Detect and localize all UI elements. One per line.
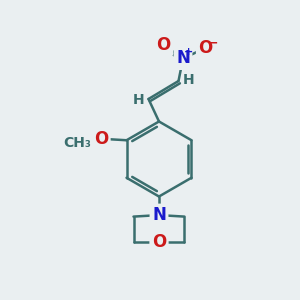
Text: O: O xyxy=(94,130,108,148)
Text: N: N xyxy=(152,206,166,224)
Text: H: H xyxy=(182,74,194,87)
Text: H: H xyxy=(133,94,145,107)
Text: +: + xyxy=(184,47,193,57)
Text: N: N xyxy=(176,50,190,68)
Text: CH₃: CH₃ xyxy=(63,136,91,150)
Text: O: O xyxy=(152,233,166,251)
Text: −: − xyxy=(208,36,218,49)
Text: O: O xyxy=(156,36,171,54)
Text: O: O xyxy=(198,39,213,57)
